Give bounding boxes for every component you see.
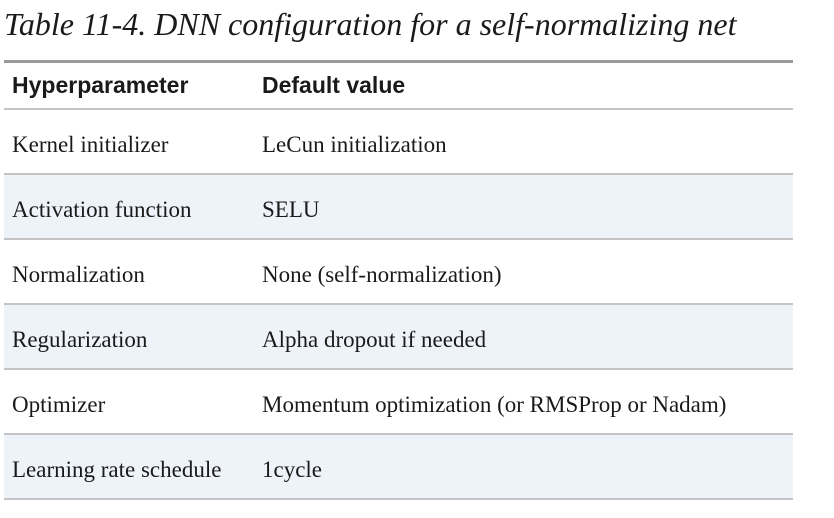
hyperparameter-cell: Kernel initializer bbox=[12, 131, 169, 157]
table-header-row: Hyperparameter Default value bbox=[4, 63, 793, 110]
table-row: Activation function SELU bbox=[4, 175, 793, 240]
table-row: Normalization None (self-normalization) bbox=[4, 240, 793, 305]
config-table: Hyperparameter Default value Kernel init… bbox=[4, 60, 793, 500]
default-value-cell: None (self-normalization) bbox=[262, 261, 502, 287]
hyperparameter-cell: Activation function bbox=[12, 196, 192, 222]
hyperparameter-cell: Learning rate schedule bbox=[12, 456, 222, 482]
default-value-cell: Alpha dropout if needed bbox=[262, 326, 487, 352]
default-value-cell: SELU bbox=[262, 196, 320, 222]
table-row: Optimizer Momentum optimization (or RMSP… bbox=[4, 370, 793, 435]
default-value-cell: LeCun initialization bbox=[262, 131, 447, 157]
default-value-cell: 1cycle bbox=[262, 456, 323, 482]
header-default-value: Default value bbox=[262, 72, 406, 98]
hyperparameter-cell: Regularization bbox=[12, 326, 148, 352]
table-caption: Table 11-4. DNN configuration for a self… bbox=[4, 6, 737, 42]
table-row: Kernel initializer LeCun initialization bbox=[4, 110, 793, 175]
default-value-cell: Momentum optimization (or RMSProp or Nad… bbox=[262, 391, 727, 417]
header-hyperparameter: Hyperparameter bbox=[12, 72, 189, 98]
table-row: Learning rate schedule 1cycle bbox=[4, 435, 793, 500]
hyperparameter-cell: Normalization bbox=[12, 261, 145, 287]
table-row: Regularization Alpha dropout if needed bbox=[4, 305, 793, 370]
hyperparameter-cell: Optimizer bbox=[12, 391, 106, 417]
